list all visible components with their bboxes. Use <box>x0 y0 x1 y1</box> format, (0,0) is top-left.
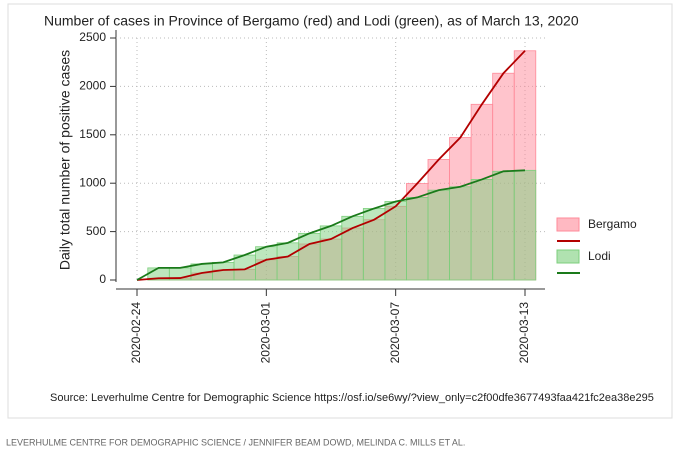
y-tick-label: 0 <box>99 272 106 286</box>
x-tick-label: 2020-03-13 <box>517 302 531 364</box>
y-tick-label: 1000 <box>79 175 106 189</box>
bar <box>492 170 515 281</box>
legend-label: Lodi <box>588 249 611 263</box>
bar <box>276 242 300 281</box>
bar <box>470 179 494 281</box>
y-tick-label: 500 <box>86 224 106 238</box>
caption: LEVERHULME CENTRE FOR DEMOGRAPHIC SCIENC… <box>6 437 465 447</box>
bar <box>298 232 321 281</box>
bar <box>406 197 429 281</box>
source: Source: Leverhulme Centre for Demographi… <box>50 392 654 404</box>
legend-label: Bergamo <box>588 217 637 231</box>
bar <box>319 225 343 281</box>
y-tick-label: 2500 <box>79 30 106 44</box>
bar <box>513 169 537 281</box>
bar <box>384 201 407 281</box>
y-axis-label: Daily total number of positive cases <box>57 50 73 270</box>
x-tick-label: 2020-03-07 <box>388 302 402 364</box>
legend-swatch <box>556 249 580 264</box>
frame <box>7 3 673 419</box>
y-tick-label: 2000 <box>79 79 106 93</box>
y-tick-label: 1500 <box>79 127 106 141</box>
bar <box>427 189 450 281</box>
chart-title: Number of cases in Province of Bergamo (… <box>44 13 579 29</box>
bar <box>449 186 472 281</box>
x-tick-label: 2020-02-24 <box>129 302 143 364</box>
bar <box>233 254 256 281</box>
legend-swatch <box>556 217 580 232</box>
line <box>136 50 526 281</box>
line <box>136 169 526 281</box>
x-tick-label: 2020-03-01 <box>259 302 273 364</box>
